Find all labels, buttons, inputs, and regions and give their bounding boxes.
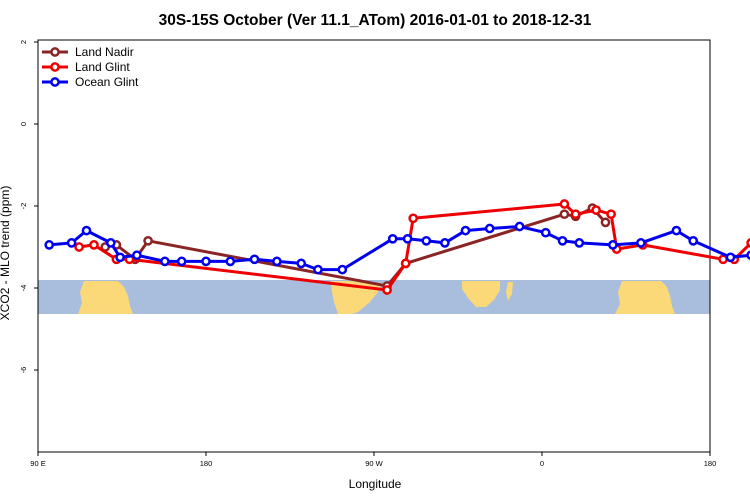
series-ocean-glint bbox=[44, 221, 750, 275]
legend-item: Land Glint bbox=[42, 60, 130, 74]
data-point bbox=[296, 258, 307, 269]
data-point bbox=[557, 235, 568, 246]
axes: 90 E 180 90 W 0 180 2 0 -2 -4 -6 bbox=[19, 39, 716, 468]
land-australia-right bbox=[615, 281, 675, 314]
data-point bbox=[132, 250, 142, 261]
data-point bbox=[272, 256, 282, 267]
background-map bbox=[38, 280, 710, 314]
data-point bbox=[249, 254, 260, 265]
series-line bbox=[104, 206, 607, 288]
series-land-nadir bbox=[100, 203, 611, 291]
data-point bbox=[484, 223, 495, 234]
data-point bbox=[440, 238, 450, 248]
data-point bbox=[746, 238, 750, 248]
data-point bbox=[402, 233, 413, 244]
data-point bbox=[44, 240, 55, 250]
legend-item: Ocean Glint bbox=[42, 75, 139, 89]
data-point bbox=[514, 221, 525, 232]
data-point bbox=[176, 256, 187, 267]
x-axis-ticks: 90 E 180 90 W 0 180 bbox=[30, 452, 716, 468]
data-point bbox=[408, 213, 419, 224]
data-point bbox=[66, 238, 77, 248]
data-point bbox=[382, 285, 392, 295]
data-point bbox=[337, 264, 348, 275]
x-tick-label: 0 bbox=[540, 459, 544, 468]
y-tick-label: -2 bbox=[19, 203, 28, 210]
data-point bbox=[608, 240, 618, 250]
land-madagascar bbox=[506, 282, 513, 301]
legend-swatch-point bbox=[50, 47, 60, 57]
data-point bbox=[540, 227, 551, 238]
y-tick-label: -6 bbox=[19, 367, 28, 374]
data-point bbox=[600, 217, 611, 228]
data-point bbox=[421, 235, 432, 246]
y-tick-label: -4 bbox=[19, 285, 28, 292]
legend-label: Land Nadir bbox=[75, 45, 134, 59]
chart-title: 30S-15S October (Ver 11.1_ATom) 2016-01-… bbox=[159, 12, 592, 29]
y-tick-label: 2 bbox=[19, 40, 28, 44]
data-point bbox=[574, 238, 585, 248]
land-australia-left bbox=[78, 281, 133, 314]
data-point bbox=[559, 209, 570, 220]
data-point bbox=[688, 235, 699, 246]
legend-label: Land Glint bbox=[75, 60, 130, 74]
data-point bbox=[591, 205, 601, 215]
data-point bbox=[201, 256, 211, 267]
data-point bbox=[559, 199, 570, 209]
data-point bbox=[570, 209, 581, 220]
data-point bbox=[105, 238, 116, 248]
data-point bbox=[89, 240, 99, 250]
data-point bbox=[143, 235, 153, 246]
y-axis-label: XCO2 - MLO trend (ppm) bbox=[0, 186, 12, 321]
x-tick-label: 90 W bbox=[365, 459, 383, 468]
data-point bbox=[74, 242, 84, 252]
data-point bbox=[160, 256, 170, 267]
data-point bbox=[725, 252, 736, 263]
legend-item: Land Nadir bbox=[42, 45, 134, 59]
x-tick-label: 180 bbox=[704, 459, 717, 468]
data-point bbox=[636, 238, 646, 248]
legend-swatch-point bbox=[50, 62, 60, 72]
data-point bbox=[115, 252, 125, 263]
series-layer bbox=[44, 199, 750, 295]
data-point bbox=[671, 225, 682, 236]
land-africa bbox=[462, 281, 500, 307]
data-point bbox=[387, 233, 398, 244]
x-axis-label: Longitude bbox=[349, 477, 402, 491]
data-point bbox=[81, 225, 92, 236]
y-tick-label: 0 bbox=[19, 122, 28, 126]
data-point bbox=[400, 258, 411, 269]
legend-label: Ocean Glint bbox=[75, 75, 139, 89]
y-axis-ticks: 2 0 -2 -4 -6 bbox=[19, 40, 38, 373]
data-point bbox=[606, 209, 616, 220]
data-point bbox=[313, 264, 323, 275]
data-point bbox=[746, 250, 750, 260]
data-point bbox=[225, 256, 236, 267]
legend-swatch-point bbox=[50, 77, 60, 87]
data-point bbox=[460, 225, 471, 236]
x-tick-label: 90 E bbox=[30, 459, 45, 468]
x-tick-label: 180 bbox=[200, 459, 213, 468]
